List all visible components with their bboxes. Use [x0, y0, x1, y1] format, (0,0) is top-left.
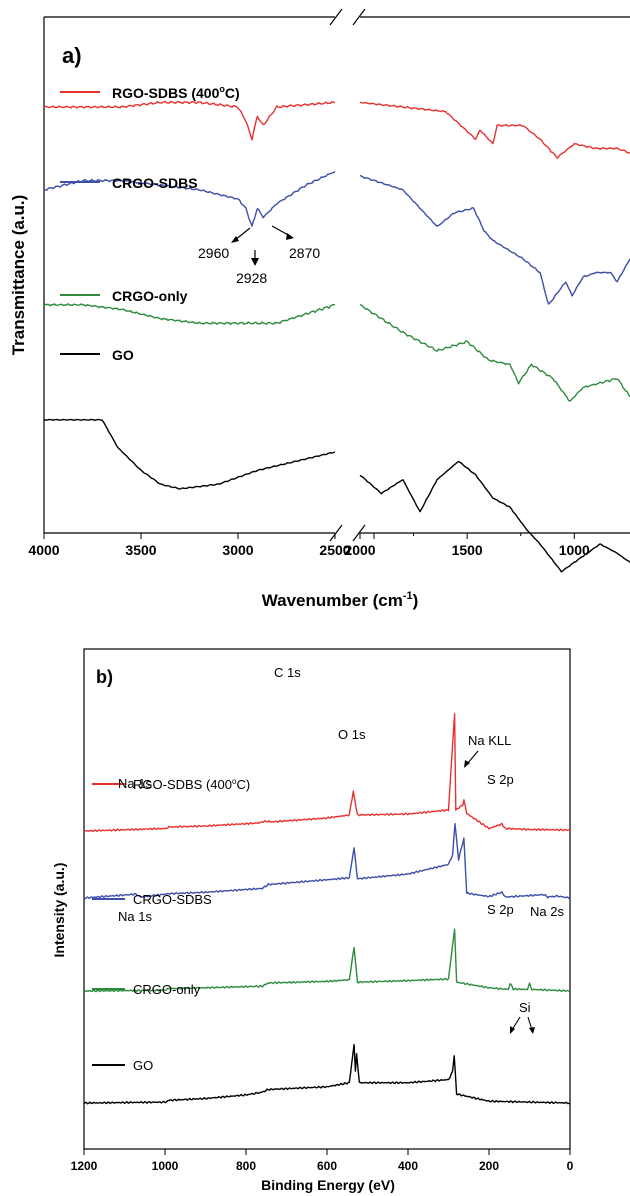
- ftir-x-tick-label: 2500: [319, 542, 350, 558]
- xps-legend-go: GO: [92, 1058, 153, 1073]
- ftir-panel-label: a): [62, 43, 82, 68]
- ftir-y-axis-title: Transmittance (a.u.): [9, 195, 28, 356]
- xps-annot-c1s: C 1s: [274, 665, 301, 680]
- xps-x-tick-label: 0: [567, 1159, 574, 1173]
- ftir-series-crgo-sdbs-right: [359, 174, 630, 305]
- xps-chart: 1200 1000 800 600 400 200 0 b) RGO-SDBS (400oC…: [51, 648, 574, 1193]
- svg-text:RGO-SDBS (400oC): RGO-SDBS (400oC): [112, 84, 240, 101]
- xps-annot-o1s: O 1s: [338, 727, 366, 742]
- svg-text:Si: Si: [519, 1000, 531, 1015]
- ftir-series-crgo-only-left: [43, 303, 336, 326]
- xps-legend-crgo-sdbs: CRGO-SDBS: [92, 892, 212, 907]
- svg-text:2870: 2870: [289, 245, 320, 261]
- svg-text:CRGO-SDBS: CRGO-SDBS: [112, 175, 198, 191]
- svg-text:GO: GO: [112, 347, 134, 363]
- xps-panel-label: b): [96, 667, 113, 687]
- xps-annot-s2p-blue: S 2p: [487, 902, 514, 917]
- xps-series-crgo-sdbs: [83, 823, 571, 900]
- xps-series-go: [83, 1043, 571, 1105]
- ftir-series-rgo-sdbs-right: [359, 101, 630, 159]
- svg-text:CRGO-SDBS: CRGO-SDBS: [133, 892, 212, 907]
- xps-annot-na1s-red: Na 1s: [118, 776, 152, 791]
- xps-annot-na-kll: Na KLL: [464, 733, 511, 768]
- svg-text:CRGO-only: CRGO-only: [112, 288, 188, 304]
- ftir-axis-break-top: [329, 8, 366, 26]
- ftir-legend-crgo-only: CRGO-only: [60, 288, 188, 304]
- ftir-x-tick-label: 3500: [125, 542, 156, 558]
- svg-text:GO: GO: [133, 1058, 153, 1073]
- svg-text:Na KLL: Na KLL: [468, 733, 511, 748]
- annotation-2870: 2870: [271, 225, 320, 261]
- svg-text:2960: 2960: [198, 245, 229, 261]
- ftir-legend-rgo-sdbs: RGO-SDBS (400oC): [60, 84, 240, 101]
- ftir-x-tick-label: 1500: [452, 542, 483, 558]
- annotation-2960: 2960: [198, 227, 251, 261]
- ftir-x-tick-label: 1000: [559, 542, 590, 558]
- ftir-series-crgo-sdbs-left: [43, 170, 336, 227]
- xps-annot-na2s: Na 2s: [530, 904, 564, 919]
- xps-x-tick-label: 800: [236, 1159, 256, 1173]
- ftir-x-tick-label: 2000: [344, 542, 375, 558]
- annotation-2928: 2928: [236, 250, 267, 286]
- ftir-series-go-right: [359, 460, 630, 573]
- svg-text:CRGO-only: CRGO-only: [133, 982, 201, 997]
- ftir-series-crgo-only-right: [359, 304, 630, 402]
- xps-legend-rgo-sdbs: RGO-SDBS (400oC): [92, 777, 250, 792]
- xps-x-axis-title: Binding Energy (eV): [261, 1177, 395, 1193]
- ftir-x-axis-title: Wavenumber (cm-1): [262, 590, 419, 610]
- ftir-legend-crgo-sdbs: CRGO-SDBS: [60, 175, 198, 191]
- xps-x-tick-label: 200: [479, 1159, 499, 1173]
- svg-text:RGO-SDBS (400oC): RGO-SDBS (400oC): [133, 777, 250, 792]
- ftir-x-tick-label: 4000: [28, 542, 59, 558]
- xps-x-tick-label: 1000: [152, 1159, 179, 1173]
- ftir-x-tick-label: 3000: [222, 542, 253, 558]
- xps-annot-na1s-blue: Na 1s: [118, 909, 152, 924]
- xps-x-tick-label: 600: [317, 1159, 337, 1173]
- xps-x-tick-label: 400: [398, 1159, 418, 1173]
- ftir-axis-break-bottom: [329, 524, 366, 542]
- ftir-legend-go: GO: [60, 347, 134, 363]
- xps-series-rgo-sdbs: [84, 713, 571, 833]
- ftir-series-go-left: [43, 418, 336, 490]
- xps-legend-crgo-only: CRGO-only: [92, 982, 201, 997]
- ftir-series-rgo-sdbs-left: [43, 100, 336, 141]
- xps-y-axis-title: Intensity (a.u.): [51, 863, 67, 958]
- xps-series-crgo-only: [83, 928, 571, 993]
- svg-text:2928: 2928: [236, 270, 267, 286]
- xps-annot-s2p-red: S 2p: [487, 772, 514, 787]
- xps-x-tick-label: 1200: [71, 1159, 98, 1173]
- xps-annot-si: Si: [510, 1000, 535, 1034]
